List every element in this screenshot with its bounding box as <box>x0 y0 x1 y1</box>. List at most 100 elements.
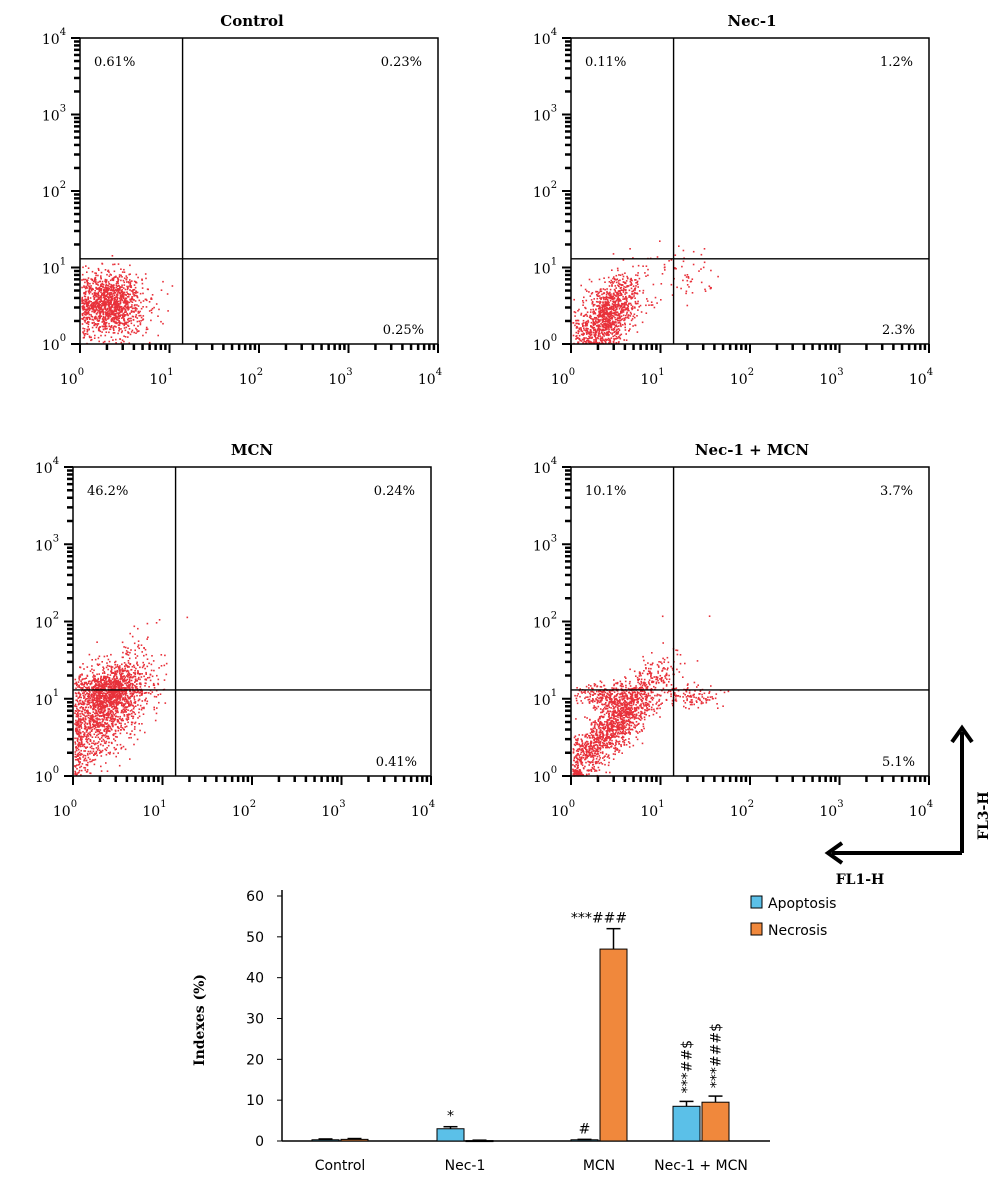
event-dot <box>588 735 591 737</box>
event-dot <box>110 727 112 730</box>
event-dot <box>109 300 112 303</box>
event-dot <box>121 293 124 295</box>
event-dot <box>132 687 134 689</box>
event-dot <box>577 330 579 332</box>
event-dot <box>115 286 118 289</box>
event-dot <box>598 324 601 326</box>
event-dot <box>100 737 103 739</box>
event-dot <box>155 696 158 698</box>
event-dot <box>78 722 80 724</box>
event-dot <box>594 329 597 332</box>
event-dot <box>95 726 97 729</box>
event-dot <box>628 302 630 305</box>
event-dot <box>692 250 695 253</box>
event-dot <box>622 289 624 292</box>
event-dot <box>609 319 611 322</box>
event-dot <box>101 709 103 711</box>
event-dot <box>119 715 121 718</box>
event-dot <box>630 297 632 299</box>
event-dot <box>95 680 97 682</box>
event-dot <box>122 291 125 294</box>
event-dot <box>112 284 115 287</box>
event-dot <box>85 698 88 700</box>
event-dot <box>106 655 108 657</box>
event-dot <box>129 281 132 283</box>
event-dot <box>137 645 139 648</box>
event-dot <box>131 686 133 689</box>
y-tick-label: 100 <box>533 333 557 354</box>
event-dot <box>629 323 631 325</box>
event-dot <box>108 314 110 317</box>
event-dot <box>100 678 102 681</box>
event-dot <box>602 312 605 315</box>
event-dot <box>130 675 132 678</box>
event-dot <box>617 293 620 295</box>
event-dot <box>76 754 79 756</box>
event-dot <box>123 729 125 731</box>
event-dot <box>109 302 111 304</box>
event-dot <box>592 320 594 322</box>
event-dot <box>626 275 628 278</box>
event-dot <box>115 288 117 291</box>
event-dot <box>99 690 101 693</box>
event-dot <box>121 330 123 332</box>
event-dot <box>104 697 106 700</box>
event-dot <box>620 312 622 314</box>
event-dot <box>82 708 84 711</box>
event-dot <box>83 743 86 746</box>
event-dot <box>612 277 614 280</box>
event-dot <box>619 334 621 337</box>
event-dot <box>108 681 111 683</box>
event-dot <box>604 305 606 307</box>
event-dot <box>623 288 625 290</box>
event-dot <box>153 695 156 698</box>
event-dot <box>128 696 131 699</box>
tick-exponent: 1 <box>551 257 557 268</box>
event-dot <box>117 308 120 311</box>
event-dot <box>100 677 102 680</box>
event-dot <box>124 702 127 705</box>
event-dot <box>650 304 653 306</box>
event-dot <box>157 678 160 681</box>
event-dot <box>113 678 116 680</box>
event-dot <box>104 696 107 699</box>
event-dot <box>84 291 87 294</box>
event-dot <box>615 291 618 294</box>
event-dot <box>111 278 113 281</box>
event-dot <box>88 733 91 735</box>
event-dot <box>118 688 120 690</box>
event-dot <box>105 294 107 297</box>
event-dot <box>613 322 616 324</box>
event-dot <box>86 287 88 289</box>
event-dot <box>89 680 91 682</box>
event-dot <box>602 329 605 332</box>
event-dot <box>115 694 117 696</box>
event-dot <box>127 324 129 327</box>
event-dot <box>129 693 132 695</box>
event-dot <box>128 342 131 344</box>
event-dot <box>91 715 93 717</box>
event-dot <box>95 272 97 275</box>
event-dot <box>134 681 136 683</box>
event-dot <box>75 730 77 733</box>
event-dot <box>106 747 108 749</box>
event-dot <box>95 747 98 749</box>
event-dot <box>572 334 575 337</box>
event-dot <box>131 695 134 697</box>
event-dot <box>83 690 85 692</box>
event-dot <box>122 656 124 659</box>
event-dot <box>114 660 117 663</box>
event-dot <box>112 277 115 280</box>
event-dot <box>121 291 123 293</box>
event-dot <box>91 270 94 273</box>
event-dot <box>135 657 137 659</box>
event-dot <box>115 748 117 750</box>
event-dot <box>609 314 612 316</box>
event-dot <box>126 307 129 310</box>
event-dot <box>621 294 623 296</box>
event-dot <box>91 659 93 661</box>
event-dot <box>91 716 94 718</box>
event-dot <box>120 729 122 731</box>
event-dot <box>128 673 131 675</box>
event-dot <box>88 302 90 304</box>
